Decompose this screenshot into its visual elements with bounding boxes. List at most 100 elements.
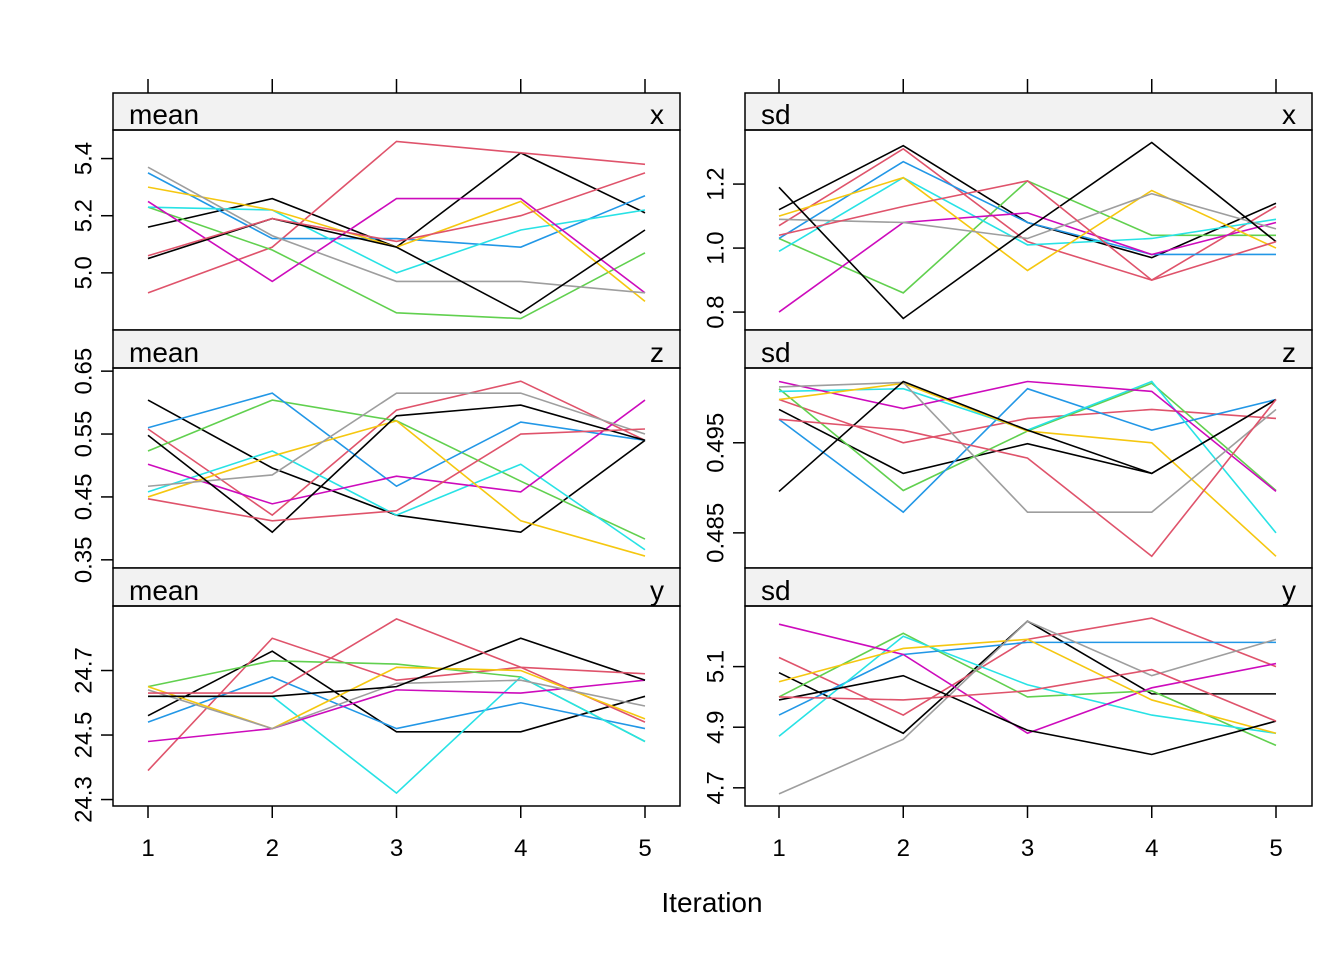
- strip-label-variable: y: [1282, 575, 1296, 606]
- panel-mean-z: mean z 0.35 0.45 0.55 0.65: [70, 329, 681, 583]
- x-tick-label: 4: [514, 835, 527, 862]
- x-tick-label: 1: [141, 835, 154, 862]
- strip-label-variable: z: [650, 337, 664, 368]
- panel-sd-y: sd y 4.7 4.9 5.1 1 2 3 4 5: [702, 567, 1313, 862]
- x-tick-label: 4: [1145, 835, 1158, 862]
- series-line-1: [778, 398, 1277, 475]
- strip-label-statistic: mean: [129, 337, 199, 368]
- series-line-2: [778, 617, 1277, 716]
- y-tick-label: 0.485: [702, 503, 729, 563]
- panel-frame: [744, 367, 1313, 569]
- x-tick-label: 2: [266, 835, 279, 862]
- strip-label-variable: z: [1282, 337, 1296, 368]
- series-line-10: [148, 618, 646, 694]
- y-tick-label: 24.7: [70, 647, 97, 694]
- y-tick-label: 5.4: [70, 142, 97, 175]
- series-line-9: [147, 404, 646, 534]
- panel-strip: [744, 567, 1313, 607]
- x-tick-label: 2: [897, 835, 910, 862]
- panel-sd-x: sd x 0.8 1.0 1.2: [702, 79, 1313, 331]
- y-tick-label: 5.1: [702, 650, 729, 683]
- series-line-3: [778, 632, 1277, 747]
- y-tick-label: 4.7: [702, 771, 729, 804]
- series-line-5: [147, 206, 646, 274]
- strip-label-statistic: sd: [761, 99, 791, 130]
- panel-strip: [112, 567, 681, 607]
- panel-strip: [744, 92, 1313, 131]
- series-line-4: [147, 392, 646, 488]
- x-tick-label: 1: [772, 835, 785, 862]
- panel-strip: [112, 92, 681, 131]
- strip-label-statistic: sd: [761, 575, 791, 606]
- y-tick-label: 5.2: [70, 199, 97, 232]
- y-tick-label: 0.35: [70, 536, 97, 583]
- series-line-5: [778, 380, 1277, 534]
- strip-label-statistic: mean: [129, 99, 199, 130]
- y-tick-label: 24.5: [70, 712, 97, 759]
- panel-strip: [112, 329, 681, 369]
- series-line-6: [778, 623, 1277, 735]
- series-line-9: [148, 637, 646, 698]
- y-tick-label: 1.2: [702, 167, 729, 200]
- series-line-7: [778, 176, 1277, 272]
- series-line-6: [778, 380, 1277, 493]
- panel-frame: [112, 367, 681, 569]
- y-tick-label: 24.3: [70, 776, 97, 823]
- y-tick-label: 0.55: [70, 411, 97, 458]
- series-line-10: [778, 668, 1277, 722]
- series-line-3: [778, 179, 1276, 294]
- series-line-7: [147, 419, 646, 557]
- y-tick-label: 0.8: [702, 295, 729, 328]
- series-line-8: [778, 192, 1277, 240]
- x-axis-label: Iteration: [661, 887, 762, 918]
- y-tick-label: 4.9: [702, 711, 729, 744]
- strip-label-variable: y: [650, 575, 664, 606]
- series-line-10: [147, 428, 646, 522]
- y-tick-label: 1.0: [702, 231, 729, 264]
- panel-strip: [744, 329, 1313, 369]
- series-line-5: [147, 450, 646, 551]
- series-line-9: [778, 380, 1277, 493]
- panel-mean-y: mean y 24.3 24.5 24.7 1 2 3 4 5: [70, 567, 681, 862]
- series-line-10: [147, 172, 646, 257]
- series-line-7: [147, 186, 646, 303]
- strip-label-variable: x: [1282, 99, 1296, 130]
- series-line-8: [778, 620, 1277, 795]
- strip-label-variable: x: [650, 99, 664, 130]
- series-line-5: [778, 635, 1277, 737]
- x-tick-label: 5: [1269, 835, 1282, 862]
- strip-label-statistic: sd: [761, 337, 791, 368]
- series-line-10: [778, 399, 1277, 558]
- series-line-9: [778, 674, 1277, 756]
- series-line-8: [147, 679, 646, 730]
- series-line-10: [778, 180, 1277, 281]
- series-line-7: [778, 638, 1277, 735]
- series-line-4: [147, 676, 646, 730]
- panel-sd-z: sd z 0.485 0.495: [702, 329, 1313, 569]
- series-line-2: [147, 637, 646, 772]
- series-line-6: [147, 399, 646, 505]
- x-tick-label: 3: [390, 835, 403, 862]
- series-line-3: [147, 206, 646, 320]
- series-line-6: [778, 212, 1277, 313]
- x-tick-label: 3: [1021, 835, 1034, 862]
- panel-frame: [744, 605, 1313, 807]
- panel-mean-x: mean x 5.0 5.2 5.4: [70, 79, 681, 331]
- series-line-9: [778, 141, 1277, 320]
- series-line-2: [778, 147, 1277, 281]
- strip-label-statistic: mean: [129, 575, 199, 606]
- series-line-7: [778, 382, 1277, 557]
- series-line-6: [147, 197, 646, 294]
- series-line-2: [147, 380, 646, 517]
- series-line-4: [778, 387, 1277, 514]
- series-line-8: [147, 392, 646, 488]
- y-tick-label: 0.45: [70, 474, 97, 521]
- series-line-4: [778, 641, 1276, 716]
- series-line-1: [147, 650, 646, 733]
- series-line-4: [778, 160, 1276, 256]
- y-tick-label: 0.495: [702, 413, 729, 473]
- series-line-8: [778, 381, 1277, 513]
- series-line-2: [778, 398, 1277, 444]
- series-line-9: [147, 217, 646, 314]
